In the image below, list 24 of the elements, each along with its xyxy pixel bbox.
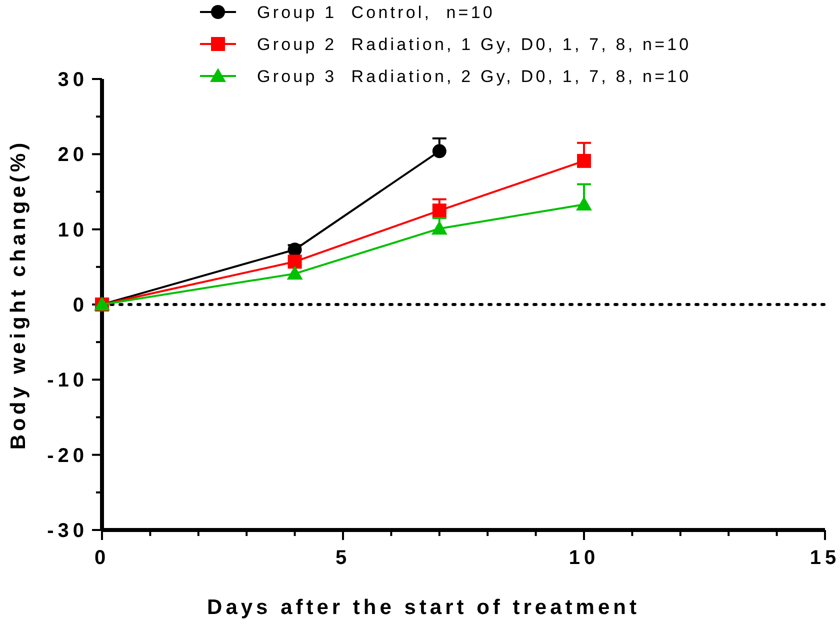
x-tick-label: 5 — [335, 547, 351, 569]
point — [431, 220, 448, 235]
y-tick-label: -20 — [47, 444, 88, 467]
x-tick-label: 10 — [568, 547, 600, 569]
point — [432, 204, 446, 218]
y-tick-label: 30 — [58, 69, 88, 91]
legend-label: Group 3 Radiation, 2 Gy, D0, 1, 7, 8, n=10 — [257, 66, 692, 86]
x-axis-title: Days after the start of treatment — [207, 596, 640, 619]
point — [286, 266, 303, 280]
point — [432, 144, 446, 158]
y-tick-label: 20 — [58, 144, 88, 166]
y-tick-label: 10 — [58, 219, 88, 242]
point — [288, 242, 302, 257]
y-tick-label: -10 — [47, 370, 88, 392]
y-tick-label: -30 — [47, 520, 88, 542]
point — [288, 254, 302, 269]
y-tick-label: 0 — [72, 294, 88, 316]
legend-label: Group 1 Control, n=10 — [257, 2, 495, 22]
legend-label: Group 2 Radiation, 1 Gy, D0, 1, 7, 8, n=10 — [257, 34, 692, 54]
y-axis-title: Body weight change(%) — [7, 139, 30, 450]
x-tick-label: 0 — [94, 547, 110, 569]
x-tick-label: 15 — [810, 547, 840, 569]
point — [576, 196, 592, 211]
point — [577, 154, 591, 168]
